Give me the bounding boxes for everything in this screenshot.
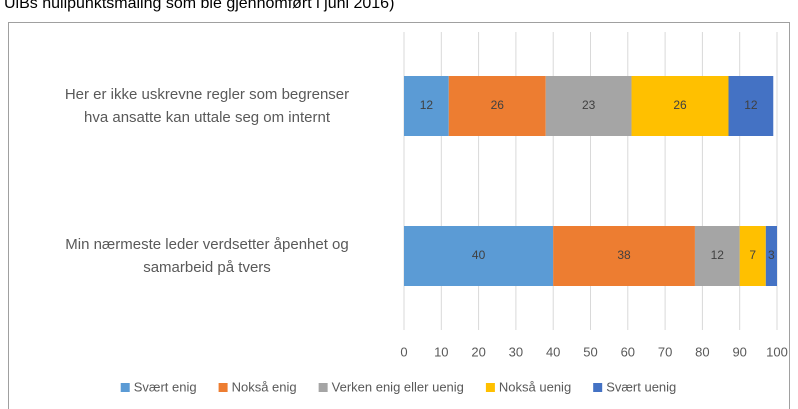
bar-segment <box>631 76 729 136</box>
data-label: 7 <box>749 248 756 262</box>
x-tick-label: 10 <box>434 344 448 359</box>
x-tick-label: 90 <box>732 344 746 359</box>
legend-label: Svært enig <box>134 379 197 394</box>
category-label: samarbeid på tvers <box>143 259 271 276</box>
bar-segment <box>765 226 777 286</box>
category-label: hva ansatte kan uttale seg om internt <box>84 109 331 126</box>
x-tick-label: 80 <box>695 344 709 359</box>
data-label: 26 <box>491 98 505 112</box>
legend-swatch <box>318 383 328 392</box>
x-tick-label: 60 <box>621 344 635 359</box>
bar-segment <box>553 226 695 286</box>
x-tick-label: 50 <box>583 344 597 359</box>
x-tick-label: 100 <box>766 344 788 359</box>
bar-segment <box>448 76 546 136</box>
data-label: 38 <box>617 248 631 262</box>
legend-swatch <box>218 383 228 392</box>
chart-frame <box>8 22 790 409</box>
bar-segment <box>404 76 449 136</box>
legend-label: Nokså enig <box>232 379 297 394</box>
legend-swatch <box>485 383 495 392</box>
data-label: 12 <box>420 98 434 112</box>
bar-segment <box>404 226 554 286</box>
bar-segment <box>694 226 740 286</box>
legend-swatch <box>593 383 603 392</box>
data-label: 23 <box>582 98 596 112</box>
category-label: Min nærmeste leder verdsetter åpenhet og <box>65 236 348 253</box>
category-label: Her er ikke uskrevne regler som begrense… <box>65 86 349 103</box>
legend-swatch <box>120 383 130 392</box>
x-tick-label: 30 <box>509 344 523 359</box>
x-tick-label: 0 <box>400 344 407 359</box>
x-tick-label: 70 <box>658 344 672 359</box>
data-label: 12 <box>711 248 725 262</box>
legend-label: Svært uenig <box>606 379 676 394</box>
x-tick-label: 40 <box>546 344 560 359</box>
bar-segment <box>739 226 766 286</box>
bar-segment <box>545 76 632 136</box>
caption: UiBs nullpunktsmåling som ble gjennomfør… <box>4 0 394 12</box>
x-tick-label: 20 <box>471 344 485 359</box>
data-label: 40 <box>472 248 486 262</box>
legend-label: Nokså uenig <box>499 379 571 394</box>
bar-segment <box>728 76 774 136</box>
legend-label: Verken enig eller uenig <box>332 379 464 394</box>
data-label: 12 <box>744 98 758 112</box>
data-label: 3 <box>768 248 775 262</box>
data-label: 26 <box>673 98 687 112</box>
